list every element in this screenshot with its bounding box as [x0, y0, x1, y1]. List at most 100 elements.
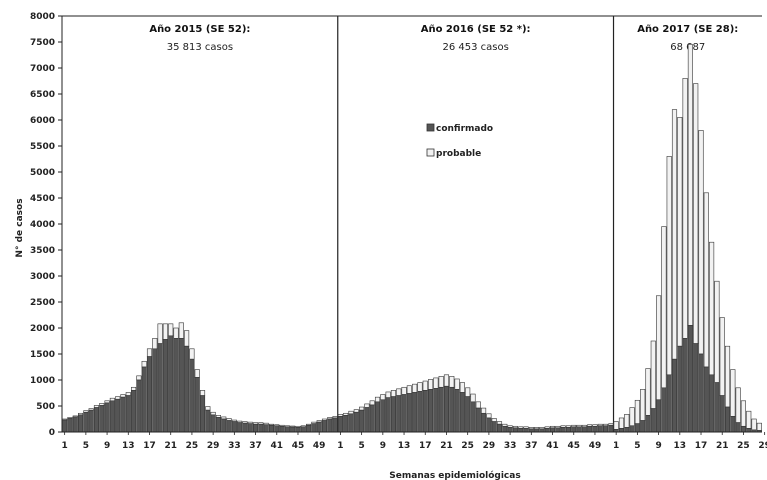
bar-confirmado [279, 425, 285, 433]
bar-confirmado [348, 413, 354, 433]
bar-probable [369, 400, 375, 406]
bar-confirmado [640, 420, 646, 433]
bar-probable [703, 192, 709, 368]
bar-confirmado [83, 411, 89, 433]
bar-confirmado [724, 406, 731, 433]
x-tick-label: 33 [504, 441, 517, 451]
bar-probable [162, 323, 168, 340]
bar-probable [417, 382, 423, 392]
bar-confirmado [152, 348, 158, 433]
bar-confirmado [120, 396, 126, 433]
bar-confirmado [576, 426, 582, 433]
y-tick-label: 5000 [30, 168, 55, 178]
bar-probable [677, 117, 683, 347]
bar-confirmado [693, 343, 699, 433]
bar-probable [656, 295, 662, 401]
bar-confirmado [661, 387, 667, 433]
bar-probable [624, 414, 630, 428]
y-tick-label: 5500 [30, 142, 55, 152]
bar-confirmado [253, 423, 259, 433]
bar-confirmado [62, 419, 68, 433]
bar-confirmado [221, 418, 227, 433]
bar-probable [730, 369, 736, 417]
y-tick-label: 2000 [30, 324, 55, 334]
bar-probable [178, 322, 184, 339]
x-tick-label: 9 [104, 441, 110, 451]
bar-confirmado [300, 426, 306, 433]
bar-confirmado [290, 426, 296, 433]
bar-probable [687, 44, 693, 326]
bar-probable [751, 418, 757, 431]
x-tick-label: 21 [164, 441, 177, 451]
x-tick-label: 33 [228, 441, 241, 451]
panel-title: Año 2016 (SE 52 *): [421, 24, 531, 35]
bar-confirmado [735, 422, 741, 433]
bar-confirmado [422, 390, 428, 433]
bar-probable [470, 393, 476, 403]
x-tick-label: 21 [440, 441, 453, 451]
x-tick-label: 5 [634, 441, 640, 451]
bar-confirmado [359, 409, 365, 433]
chart-panels: Año 2015 (SE 52): 35 813 casos Año 2016 (S… [62, 15, 762, 432]
bar-confirmado [168, 335, 174, 433]
bar-confirmado [433, 388, 439, 433]
panel-title: Año 2015 (SE 52): [149, 24, 250, 35]
y-tick-label: 7500 [30, 38, 55, 48]
bar-probable [719, 317, 725, 396]
x-tick-label: 17 [143, 441, 156, 451]
bar-confirmado [173, 338, 179, 433]
x-tick-label: 1 [337, 441, 343, 451]
bar-confirmado [608, 424, 614, 433]
bar-confirmado [141, 366, 147, 433]
bar-confirmado [512, 427, 518, 433]
bar-confirmado [274, 425, 280, 433]
bar-confirmado [491, 421, 497, 433]
bar-confirmado [390, 396, 396, 433]
bar-confirmado [560, 427, 566, 433]
bar-probable [698, 130, 704, 355]
bar-confirmado [321, 420, 328, 433]
x-tick-label: 29 [483, 441, 496, 451]
bar-probable [380, 394, 386, 401]
bar-confirmado [502, 425, 508, 433]
bar-confirmado [587, 425, 593, 433]
bar-confirmado [449, 386, 455, 433]
bar-confirmado [417, 391, 423, 433]
x-tick-label: 17 [419, 441, 432, 451]
bar-confirmado [592, 425, 598, 433]
bar-confirmado [327, 418, 333, 433]
x-tick-label: 37 [249, 441, 262, 451]
y-tick-label: 4500 [30, 194, 55, 204]
x-tick-label: 29 [207, 441, 220, 451]
bar-confirmado [581, 426, 587, 433]
bar-probable [125, 392, 131, 396]
bar-probable [756, 422, 762, 431]
bar-probable [141, 360, 147, 368]
bar-probable [428, 379, 434, 390]
bar-confirmado [210, 414, 216, 433]
bar-confirmado [237, 422, 243, 433]
bar-probable [438, 376, 444, 388]
bar-confirmado [157, 343, 163, 433]
bar-confirmado [263, 424, 269, 433]
bar-confirmado [242, 422, 248, 433]
bar-probable [640, 389, 646, 421]
bar-confirmado [194, 377, 200, 433]
bar-probable [146, 348, 153, 357]
bar-confirmado [746, 428, 752, 433]
bar-probable [99, 403, 105, 406]
bar-probable [746, 410, 752, 429]
bar-confirmado [549, 427, 556, 433]
bar-probable [443, 374, 450, 387]
bar-probable [634, 399, 640, 424]
bar-confirmado [406, 393, 412, 433]
bar-confirmado [629, 425, 635, 433]
bar-probable [709, 241, 715, 376]
bar-confirmado [618, 428, 625, 433]
x-tick-label: 45 [567, 441, 580, 451]
bar-confirmado [486, 417, 492, 433]
bar-confirmado [99, 405, 105, 433]
panel-subtitle: 35 813 casos [167, 42, 233, 53]
bar-confirmado [438, 386, 444, 433]
bar-probable [390, 390, 396, 397]
